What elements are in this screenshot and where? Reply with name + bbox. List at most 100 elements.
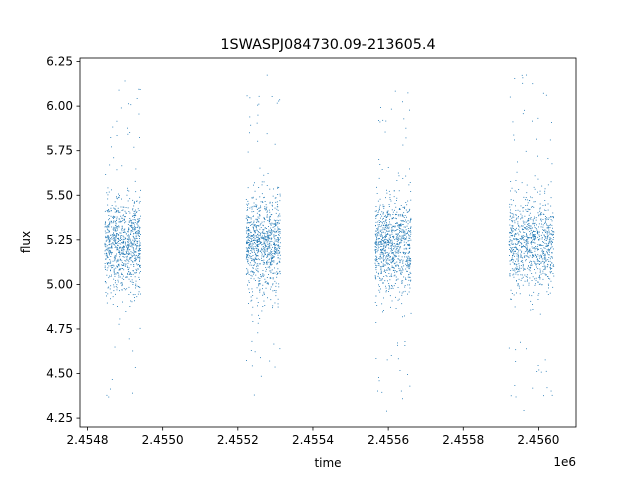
- data-point: [516, 266, 518, 268]
- data-point: [268, 209, 270, 211]
- data-point: [408, 184, 410, 186]
- data-point: [262, 202, 264, 203]
- data-point: [379, 266, 381, 268]
- data-point: [401, 272, 403, 273]
- data-point: [122, 242, 124, 243]
- data-point: [135, 244, 137, 246]
- data-point: [391, 248, 393, 250]
- data-point: [273, 223, 275, 225]
- data-point: [257, 252, 258, 254]
- data-point: [110, 269, 111, 271]
- data-point: [529, 212, 531, 214]
- data-point: [383, 217, 384, 219]
- data-point: [275, 235, 277, 237]
- data-point: [116, 210, 117, 212]
- data-point: [133, 250, 135, 251]
- data-point: [257, 245, 258, 247]
- data-point: [110, 234, 112, 236]
- chart-title: 1SWASPJ084730.09-213605.4: [220, 37, 435, 53]
- data-point: [259, 167, 261, 169]
- data-point: [125, 237, 126, 239]
- data-point: [276, 274, 278, 275]
- data-point: [249, 230, 251, 232]
- data-point: [265, 270, 267, 272]
- data-point: [521, 274, 523, 276]
- data-point: [128, 229, 129, 231]
- data-point: [268, 221, 270, 223]
- data-point: [139, 265, 140, 267]
- data-point: [270, 250, 271, 252]
- data-point: [538, 226, 539, 228]
- data-point: [532, 223, 534, 225]
- data-point: [135, 232, 137, 233]
- data-point: [399, 230, 401, 231]
- data-point: [274, 253, 276, 255]
- data-point: [124, 254, 126, 255]
- data-point: [397, 258, 399, 260]
- data-point: [409, 247, 411, 249]
- data-point: [259, 280, 261, 281]
- data-point: [111, 379, 113, 380]
- data-point: [378, 273, 379, 275]
- data-point: [515, 272, 517, 273]
- data-point: [520, 238, 522, 240]
- data-point: [131, 226, 132, 228]
- data-point: [107, 256, 109, 258]
- data-point: [270, 272, 272, 274]
- data-point: [384, 246, 386, 248]
- data-point: [400, 214, 402, 216]
- data-point: [278, 244, 279, 246]
- data-point: [111, 236, 113, 238]
- data-point: [389, 257, 391, 258]
- data-point: [517, 243, 518, 245]
- data-point: [381, 229, 383, 231]
- data-point: [396, 264, 398, 266]
- data-point: [260, 241, 262, 243]
- data-point: [276, 230, 277, 232]
- data-point: [525, 150, 527, 152]
- data-point: [120, 235, 122, 236]
- data-point: [530, 300, 532, 302]
- data-point: [279, 258, 281, 260]
- data-point: [129, 306, 131, 307]
- data-point: [379, 121, 381, 123]
- data-point: [133, 270, 134, 272]
- data-point: [541, 237, 543, 238]
- data-point: [405, 277, 406, 279]
- data-point: [378, 263, 380, 265]
- data-point: [547, 276, 549, 278]
- data-point: [113, 286, 115, 288]
- data-point: [388, 255, 390, 257]
- data-point: [270, 232, 271, 234]
- data-point: [247, 187, 249, 189]
- data-point: [409, 263, 411, 265]
- data-point: [397, 233, 399, 235]
- data-point: [535, 272, 537, 274]
- data-point: [527, 229, 529, 231]
- data-point: [532, 248, 534, 249]
- data-point: [136, 227, 138, 228]
- data-point: [267, 261, 269, 263]
- data-point: [528, 224, 530, 226]
- data-point: [552, 212, 554, 214]
- data-point: [112, 235, 114, 237]
- data-point: [546, 232, 548, 234]
- data-point: [405, 233, 407, 235]
- data-point: [528, 227, 530, 228]
- data-point: [516, 248, 518, 250]
- data-point: [256, 259, 258, 260]
- data-point: [380, 217, 381, 219]
- data-point: [397, 344, 398, 346]
- data-point: [403, 241, 405, 243]
- data-point: [258, 237, 260, 239]
- data-point: [267, 247, 268, 249]
- data-point: [110, 276, 112, 277]
- data-point: [375, 258, 377, 260]
- data-point: [401, 282, 403, 284]
- data-point: [515, 273, 517, 275]
- data-point: [375, 322, 377, 323]
- data-point: [518, 269, 520, 270]
- data-point: [253, 224, 255, 226]
- data-point: [540, 257, 542, 259]
- data-point: [275, 295, 277, 297]
